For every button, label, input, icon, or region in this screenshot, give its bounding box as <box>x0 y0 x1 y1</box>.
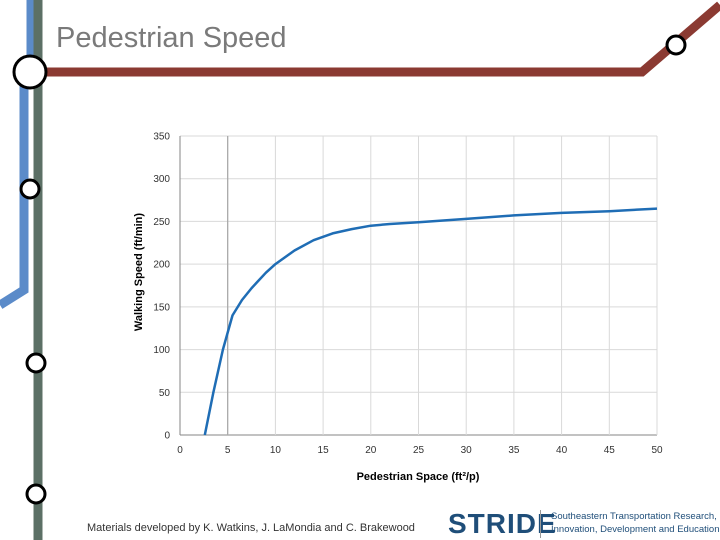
y-tick-label: 50 <box>159 388 171 399</box>
station <box>19 178 41 200</box>
chart-grid <box>179 135 658 436</box>
speed-curve <box>203 207 658 436</box>
x-tick-label: 25 <box>413 445 425 456</box>
x-tick-label: 45 <box>604 445 616 456</box>
x-tick-label: 30 <box>461 445 473 456</box>
x-tick-label: 40 <box>556 445 568 456</box>
slide-title: Pedestrian Speed <box>56 22 287 54</box>
x-axis-label: Pedestrian Space (ft²/p) <box>357 471 480 483</box>
station <box>25 352 47 374</box>
x-tick-label: 5 <box>225 445 231 456</box>
logo-subtitle: Southeastern Transportation Research, In… <box>551 510 720 536</box>
y-tick-label: 0 <box>164 431 170 442</box>
chart-ticks: 0 50 100 150 200 250 300 350 0 5 10 15 20 25 30 35 40 45 5… <box>153 132 663 457</box>
station <box>25 483 47 505</box>
logo-wordmark: STRIDE <box>448 508 557 539</box>
station-large <box>12 54 48 90</box>
x-tick-label: 35 <box>508 445 520 456</box>
y-tick-label: 200 <box>153 260 170 271</box>
logo-subtitle-line1: Southeastern Transportation Research, <box>551 511 717 522</box>
x-tick-label: 10 <box>270 445 282 456</box>
y-tick-label: 250 <box>153 217 170 228</box>
station <box>665 34 687 56</box>
x-tick-label: 15 <box>318 445 330 456</box>
y-tick-label: 350 <box>153 132 170 143</box>
y-tick-label: 300 <box>153 174 170 185</box>
logo-subtitle-line2: Innovation, Development and Education Ce… <box>551 524 720 535</box>
credits-footer: Materials developed by K. Watkins, J. La… <box>87 522 415 534</box>
x-tick-label: 50 <box>651 445 663 456</box>
logo-divider <box>540 510 541 538</box>
metro-line-red <box>30 1 720 77</box>
x-tick-label: 20 <box>365 445 377 456</box>
stride-logo: STRIDE Southeastern Transportation Resea… <box>448 508 720 540</box>
y-axis-label: Walking Speed (ft/min) <box>133 213 145 331</box>
x-tick-label: 0 <box>177 445 183 456</box>
y-tick-label: 150 <box>153 302 170 313</box>
y-tick-label: 100 <box>153 345 170 356</box>
